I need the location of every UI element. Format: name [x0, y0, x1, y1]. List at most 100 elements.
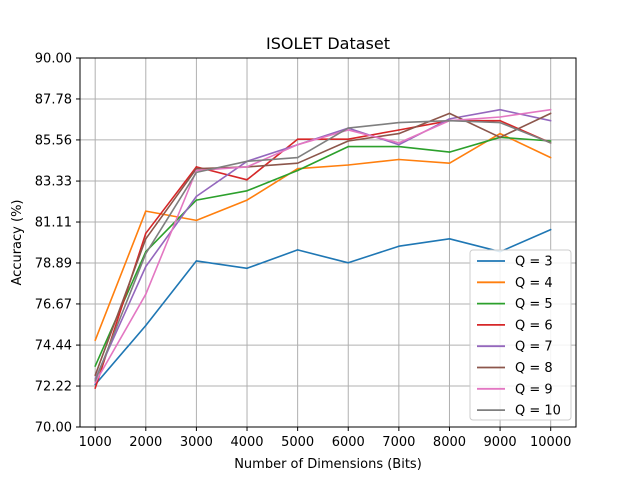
data-point: [246, 178, 248, 181]
data-point: [347, 129, 350, 131]
data-point: [347, 145, 350, 148]
data-point: [296, 156, 299, 159]
x-tick-label: 3000: [180, 435, 213, 450]
data-point: [246, 267, 248, 270]
data-point: [448, 151, 451, 153]
data-point: [549, 140, 552, 142]
legend-label: Q = 6: [515, 318, 553, 333]
data-point: [195, 166, 198, 168]
data-point: [144, 210, 147, 212]
data-point: [398, 158, 400, 161]
legend-label: Q = 10: [515, 404, 561, 419]
data-point: [195, 171, 198, 174]
data-point: [94, 387, 96, 390]
axis-ticks: 1000 2000 3000 4000 5000 6000 7000 8000 9000 1000…: [35, 52, 572, 451]
data-point: [296, 143, 299, 146]
x-axis-label: Number of Dimensions (Bits): [234, 457, 422, 472]
data-point: [398, 132, 400, 135]
y-tick-label: 87.78: [35, 92, 72, 107]
data-point: [144, 252, 147, 255]
data-point: [246, 199, 248, 201]
data-point: [549, 142, 552, 144]
x-tick-label: 2000: [129, 435, 162, 450]
data-point: [94, 339, 96, 342]
data-point: [549, 108, 552, 111]
legend-label: Q = 8: [515, 361, 553, 376]
data-point: [94, 380, 96, 382]
y-tick-label: 70.00: [35, 421, 72, 436]
y-tick-label: 78.89: [35, 256, 72, 271]
data-point: [94, 374, 96, 377]
data-point: [246, 160, 248, 163]
x-tick-label: 6000: [332, 435, 365, 450]
legend-label: Q = 9: [515, 382, 553, 397]
data-point: [549, 156, 552, 159]
legend-label: Q = 4: [515, 276, 553, 291]
data-point: [448, 119, 451, 122]
y-tick-label: 85.56: [35, 133, 72, 148]
data-point: [347, 138, 350, 140]
legend: Q = 3 Q = 4 Q = 5 Q = 6 Q = 7 Q = 8 Q = 9 Q = 1…: [469, 249, 572, 421]
x-tick-label: 5000: [281, 435, 314, 450]
data-point: [448, 112, 451, 115]
data-point: [549, 119, 552, 122]
x-tick-label: 4000: [230, 435, 263, 450]
data-point: [347, 164, 350, 166]
data-point: [499, 119, 501, 122]
series-line-q3: [94, 228, 552, 386]
data-point: [398, 129, 400, 131]
y-tick-label: 81.11: [35, 216, 72, 231]
data-point: [499, 132, 501, 135]
data-point: [499, 116, 501, 118]
data-point: [94, 381, 96, 384]
data-point: [296, 138, 299, 140]
data-point: [195, 167, 198, 170]
data-point: [499, 108, 501, 111]
data-point: [296, 167, 299, 170]
plot-frame: [79, 57, 577, 428]
data-point: [448, 238, 451, 240]
data-point: [195, 260, 198, 262]
data-point: [398, 145, 400, 148]
series-lines: [94, 108, 552, 390]
series-line-q9: [94, 108, 551, 384]
data-point: [144, 324, 147, 327]
y-tick-label: 90.00: [35, 52, 72, 67]
data-point: [246, 190, 248, 192]
data-point: [195, 169, 198, 172]
data-point: [296, 249, 299, 251]
data-point: [347, 127, 350, 129]
data-point: [144, 232, 147, 235]
legend-label: Q = 3: [515, 255, 553, 270]
data-point: [347, 261, 350, 264]
data-point: [448, 162, 451, 164]
data-point: [398, 142, 400, 144]
data-point: [144, 238, 147, 240]
series-line-q6: [94, 119, 552, 389]
x-tick-label: 7000: [382, 435, 415, 450]
data-point: [398, 121, 400, 124]
y-tick-label: 83.33: [35, 175, 72, 190]
series-line-q10: [94, 119, 551, 382]
data-point: [398, 143, 400, 146]
legend-box: [469, 249, 572, 421]
data-point: [195, 219, 198, 222]
data-point: [549, 112, 552, 115]
data-point: [144, 293, 147, 295]
data-point: [499, 136, 501, 139]
data-point: [195, 199, 198, 201]
y-tick-label: 72.22: [35, 380, 72, 395]
y-tick-label: 76.67: [35, 297, 72, 312]
data-point: [347, 140, 350, 142]
x-tick-label: 9000: [484, 435, 517, 450]
y-tick-label: 74.44: [35, 339, 72, 354]
data-point: [499, 121, 501, 124]
legend-label: Q = 5: [515, 297, 553, 312]
data-point: [549, 228, 552, 231]
data-point: [246, 166, 248, 168]
x-tick-label: 1000: [79, 435, 112, 450]
data-point: [398, 245, 400, 247]
series-line-q8: [94, 112, 552, 376]
x-tick-label: 10000: [530, 435, 571, 450]
